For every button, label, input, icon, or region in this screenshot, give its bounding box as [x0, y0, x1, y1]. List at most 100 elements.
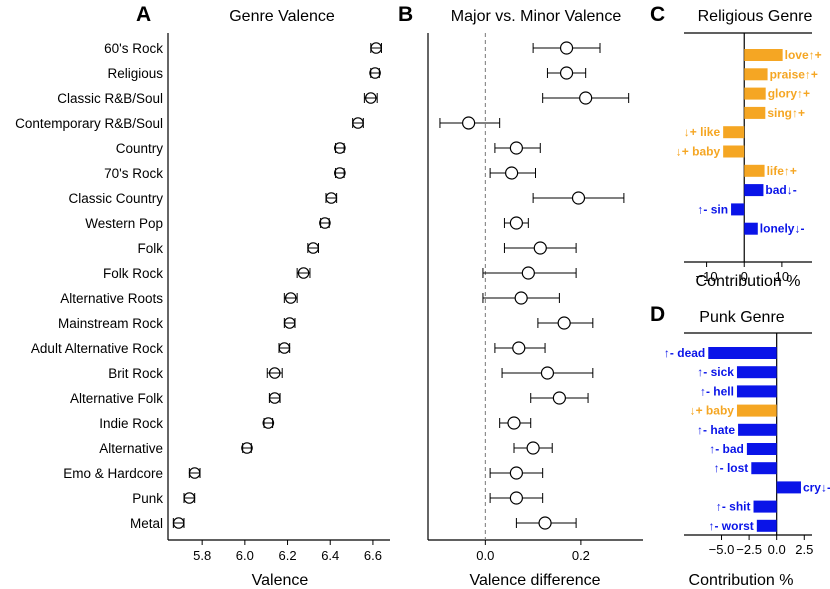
panel-a-point: [268, 367, 281, 379]
panel-b-point: [533, 241, 547, 255]
panel-b-major-minor-valence: B Major vs. Minor Valence Valence differ…: [398, 3, 643, 589]
panel-a-point: [370, 42, 382, 54]
panel-a-category-label: Mainstream Rock: [58, 316, 163, 331]
panel-c-bar: [744, 222, 758, 235]
panel-b-x-tick-label: 0.0: [476, 548, 494, 563]
panel-c-bar-label: praise↑+: [770, 67, 818, 81]
panel-c-bar: [723, 126, 745, 139]
panel-d-bar: [708, 347, 777, 359]
panel-d-bar: [751, 462, 777, 475]
panel-a-x-tick-label: 6.0: [236, 548, 254, 563]
panel-a-category-label: Brit Rock: [108, 366, 163, 381]
panel-d-x-tick-label: −5.0: [709, 542, 735, 557]
panel-d-x-tick-label: 0.0: [768, 542, 786, 557]
panel-a-category-label: Folk: [137, 241, 163, 256]
panel-letter-b: B: [398, 3, 413, 26]
panel-d-x-axis-label: Contribution %: [689, 572, 794, 589]
panel-a-point: [334, 167, 346, 179]
panel-d-punk-genre: D Punk Genre Contribution % −5.0 −2.5 0.0 2…: [650, 303, 830, 589]
panel-a-category-label: Contemporary R&B/Soul: [15, 116, 163, 131]
panel-d-bar-label: ↑- worst: [708, 519, 753, 533]
panel-a-title: Genre Valence: [229, 8, 335, 25]
panel-d-bar: [756, 519, 777, 532]
panel-a-point: [284, 292, 297, 304]
panel-a-x-tick-label: 6.6: [364, 548, 382, 563]
panel-c-bar: [723, 145, 745, 158]
panel-b-point: [521, 266, 535, 280]
panel-a-category-label: Emo & Hardcore: [63, 466, 163, 481]
panel-b-point: [538, 516, 552, 530]
panel-a-x-tick-label: 6.2: [278, 548, 296, 563]
panel-a-category-label: 70's Rock: [104, 166, 163, 181]
panel-c-x-axis-label: Contribution %: [696, 273, 801, 290]
panel-a-category-label: Adult Alternative Rock: [31, 341, 163, 356]
panel-d-bar-label: ↑- hate: [697, 423, 735, 437]
panel-b-x-axis-label: Valence difference: [469, 572, 600, 589]
panel-d-bar-label: cry↓-: [803, 480, 830, 494]
panel-d-x-tick-label: 2.5: [795, 542, 813, 557]
panel-c-bar: [744, 49, 783, 61]
panel-c-bar: [744, 184, 764, 197]
panel-a-point: [325, 192, 338, 204]
panel-d-bar: [736, 385, 777, 398]
panel-a-category-label: Alternative Folk: [70, 391, 163, 406]
panel-d-bar: [753, 500, 777, 513]
panel-b-point: [526, 441, 540, 455]
panel-a-point: [297, 267, 310, 279]
panel-b-point: [462, 116, 476, 130]
panel-a-point: [369, 67, 381, 79]
panel-b-point: [514, 291, 528, 305]
panel-c-x-tick-label: 10: [775, 269, 789, 284]
panel-a-category-label: Western Pop: [85, 216, 163, 231]
panel-c-x-tick-label: 0: [741, 269, 748, 284]
panel-a-point: [172, 517, 185, 529]
panel-b-title: Major vs. Minor Valence: [451, 8, 622, 25]
panel-letter-a: A: [136, 3, 151, 26]
panel-c-bar: [744, 106, 766, 119]
panel-a-point: [307, 242, 319, 254]
panel-a-x-axis-label: Valence: [252, 572, 309, 589]
panel-b-x-tick-label: 0.2: [572, 548, 590, 563]
panel-letter-d: D: [650, 303, 665, 326]
panel-b-point: [579, 91, 593, 105]
panel-a-category-label: Punk: [132, 491, 163, 506]
panel-c-bar: [744, 87, 766, 100]
panel-b-point: [559, 41, 574, 55]
panel-b-point: [505, 166, 519, 180]
panel-d-bar: [738, 423, 777, 436]
panel-a-point: [334, 142, 346, 154]
panel-b-point: [509, 216, 523, 230]
panel-b-point: [509, 141, 523, 155]
panel-d-bar-label: ↑- sick: [697, 365, 734, 379]
panel-b-point: [557, 316, 571, 330]
panel-d-bar-label: ↑- shit: [716, 500, 751, 514]
panel-a-point: [241, 442, 253, 454]
panel-a-category-label: Metal: [130, 516, 163, 531]
panel-a-x-tick-label: 6.4: [321, 548, 339, 563]
panel-d-bar-label: ↑- dead: [664, 346, 705, 360]
panel-c-bar-label: love↑+: [785, 48, 822, 62]
panel-c-bar-label: glory↑+: [768, 87, 810, 101]
panel-d-bar: [736, 404, 777, 417]
panel-a-category-label: 60's Rock: [104, 41, 163, 56]
panel-d-bar: [736, 366, 777, 379]
panel-a-point: [283, 317, 296, 329]
panel-a-category-label: Classic R&B/Soul: [57, 91, 163, 106]
panel-c-bar-label: ↑- sin: [697, 202, 728, 216]
panel-b-point: [552, 391, 566, 405]
panel-a-category-label: Religious: [107, 66, 163, 81]
panel-d-bar-label: ↑- lost: [714, 461, 749, 475]
panel-c-bar-label: life↑+: [767, 164, 797, 178]
panel-letter-c: C: [650, 3, 665, 26]
panel-d-title: Punk Genre: [699, 309, 784, 326]
panel-d-bar-label: ↑- bad: [709, 442, 744, 456]
panel-d-x-tick-label: −2.5: [736, 542, 762, 557]
panel-c-bar: [731, 203, 745, 216]
panel-c-bar-label: ↓+ like: [684, 125, 721, 139]
panel-a-category-label: Alternative Roots: [60, 291, 163, 306]
panel-d-bar: [746, 443, 777, 455]
panel-b-point: [509, 491, 523, 505]
panel-b-point: [507, 416, 521, 430]
panel-d-bar-label: ↓+ baby: [690, 404, 735, 418]
panel-a-category-label: Classic Country: [68, 191, 163, 206]
